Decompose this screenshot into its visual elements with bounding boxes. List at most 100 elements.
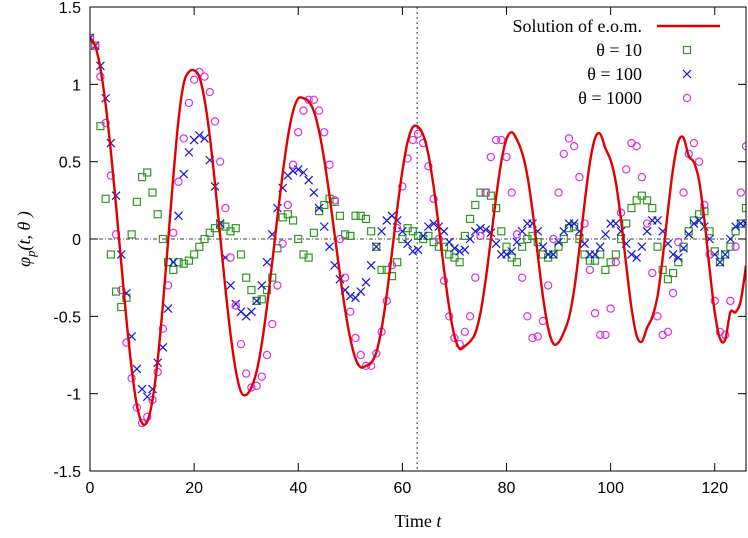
series-1-point bbox=[367, 227, 376, 236]
series-1-point bbox=[117, 302, 126, 312]
series-2-point bbox=[429, 219, 439, 228]
series-3-point bbox=[512, 230, 522, 239]
legend-swatch-marker bbox=[682, 69, 692, 79]
series-3-point bbox=[601, 330, 610, 340]
series-1-point bbox=[653, 242, 662, 251]
series-3-point bbox=[596, 330, 605, 340]
series-3-point bbox=[320, 128, 329, 137]
series-1-point bbox=[559, 234, 568, 244]
series-3-point bbox=[575, 172, 584, 182]
series-1-point bbox=[455, 258, 464, 267]
legend-label: θ = 10 bbox=[596, 40, 642, 60]
series-1-point bbox=[320, 200, 329, 210]
series-3-point bbox=[351, 333, 360, 343]
series-3-point bbox=[674, 237, 683, 247]
series-3-point bbox=[257, 372, 267, 381]
series-3-point bbox=[278, 239, 287, 248]
series-1-point bbox=[622, 219, 631, 228]
series-1-point bbox=[471, 200, 480, 210]
series-2-point bbox=[590, 250, 600, 259]
series-3-point bbox=[299, 106, 308, 115]
series-2-point bbox=[366, 260, 376, 270]
series-2-point bbox=[450, 243, 459, 253]
series-1-point bbox=[408, 227, 417, 236]
series-1-point bbox=[262, 285, 272, 295]
y-tick-label: 0 bbox=[72, 232, 81, 249]
series-1-point bbox=[190, 250, 199, 259]
series-3-point bbox=[314, 106, 324, 115]
series-1-point bbox=[341, 230, 350, 239]
series-1-point bbox=[450, 253, 459, 262]
series-1-point bbox=[502, 242, 511, 251]
series-2-point bbox=[288, 166, 298, 176]
x-tick-label: 40 bbox=[289, 480, 307, 497]
x-tick-label: 0 bbox=[86, 480, 95, 497]
series-3-point bbox=[569, 141, 579, 151]
series-3-point bbox=[533, 332, 542, 341]
series-3-point bbox=[325, 160, 334, 169]
series-2-point bbox=[538, 242, 548, 252]
series-1-point bbox=[465, 214, 475, 223]
series-3-point bbox=[309, 95, 319, 105]
series-2-point bbox=[418, 231, 428, 241]
series-2-point bbox=[725, 234, 735, 244]
series-1-point bbox=[564, 224, 574, 233]
series-3-point bbox=[101, 118, 110, 128]
series-2-point bbox=[345, 291, 355, 301]
series-2-point bbox=[408, 246, 418, 256]
series-2-point bbox=[231, 299, 241, 309]
series-2-point bbox=[673, 253, 683, 262]
series-2-point bbox=[314, 203, 324, 213]
series-2-point bbox=[351, 293, 360, 303]
series-2-point bbox=[731, 222, 741, 232]
series-2-point bbox=[252, 296, 262, 306]
series-3-point bbox=[361, 361, 371, 371]
eom-solution-line bbox=[90, 37, 746, 426]
series-3-point bbox=[491, 135, 501, 145]
series-2-point bbox=[262, 257, 272, 267]
series-2-point bbox=[720, 250, 730, 259]
series-2-point bbox=[715, 257, 725, 267]
series-1-point bbox=[518, 242, 527, 251]
series-3-point bbox=[611, 258, 621, 267]
series-2-point bbox=[226, 280, 235, 290]
series-1-point bbox=[377, 265, 386, 275]
series-3-point bbox=[169, 228, 178, 238]
series-2-point bbox=[580, 239, 590, 249]
series-1-point bbox=[153, 210, 162, 219]
series-3-point bbox=[356, 350, 365, 360]
series-3-point bbox=[200, 72, 209, 81]
x-tick-label: 20 bbox=[185, 480, 203, 497]
series-1-point bbox=[200, 234, 209, 244]
series-3-point bbox=[694, 157, 704, 166]
series-1-point bbox=[507, 253, 516, 262]
series-2-point bbox=[168, 257, 178, 267]
series-3-point bbox=[653, 312, 662, 321]
series-3-point bbox=[679, 188, 688, 197]
y-tick-label: 1 bbox=[72, 77, 81, 94]
series-2-point bbox=[679, 243, 688, 253]
series-3-point bbox=[106, 171, 116, 180]
series-1-point bbox=[679, 242, 688, 251]
series-2-point bbox=[595, 242, 605, 252]
series-3-point bbox=[210, 117, 220, 126]
series-3-point bbox=[486, 152, 496, 162]
series-1-point bbox=[601, 265, 610, 275]
legend-label: θ = 100 bbox=[587, 64, 642, 84]
series-2-point bbox=[455, 246, 465, 256]
series-2-point bbox=[548, 250, 558, 259]
series-3-point bbox=[590, 309, 600, 318]
tick-layer: 0 20 40 60 80 100 120 -1.5 -1 -0.5 0 0.5 1 1.5 bbox=[53, 0, 746, 497]
series-3-point bbox=[741, 142, 746, 151]
series-3-point bbox=[606, 304, 615, 313]
x-tick-label: 100 bbox=[597, 480, 624, 497]
series-1-point bbox=[132, 197, 141, 206]
series-3-point bbox=[205, 87, 214, 97]
series-1-point bbox=[554, 242, 563, 251]
series-1-point bbox=[715, 258, 725, 267]
series-1-point bbox=[242, 273, 251, 282]
series-3-point bbox=[481, 188, 490, 197]
series-2-point bbox=[319, 222, 329, 232]
series-2-point bbox=[325, 242, 334, 252]
